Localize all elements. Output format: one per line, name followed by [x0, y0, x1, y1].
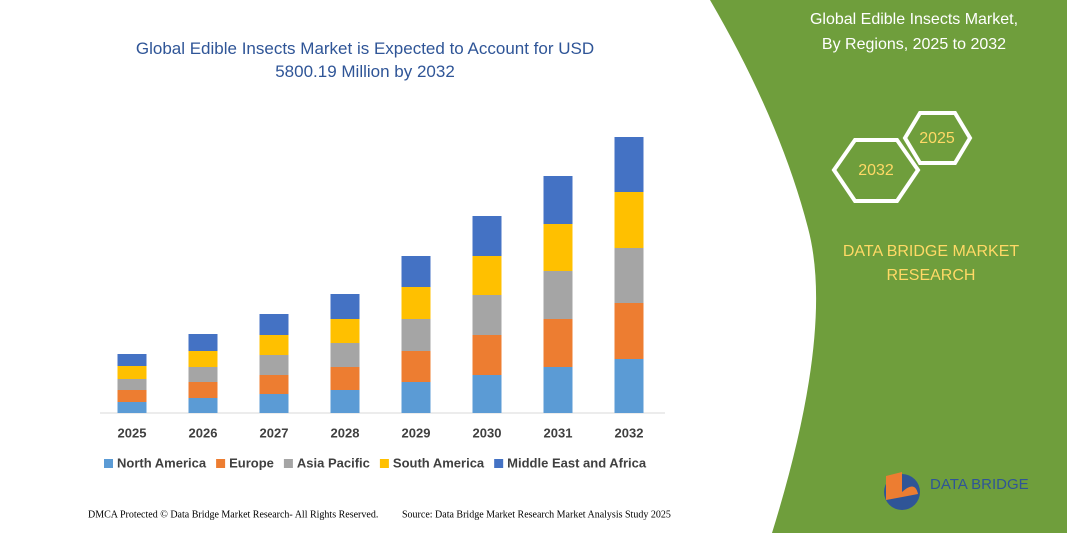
- brand-line: DATA BRIDGE MARKET: [843, 243, 1020, 260]
- bar-segment: [472, 295, 502, 335]
- bar-segment: [330, 367, 360, 390]
- bar-segment: [259, 355, 289, 375]
- hexagon-label: 2032: [858, 162, 894, 179]
- x-tick-label: 2026: [189, 425, 218, 440]
- bar-segment: [117, 379, 147, 390]
- legend-label: Asia Pacific: [297, 455, 370, 470]
- bar-segment: [614, 137, 644, 192]
- bar-segment: [117, 354, 147, 366]
- bar-segment: [330, 319, 360, 343]
- bar-segment: [259, 314, 289, 335]
- chart-title: Global Edible Insects Market is Expected…: [136, 39, 594, 81]
- bar-segment: [614, 192, 644, 248]
- hexagon: [831, 138, 921, 203]
- bar-segment: [188, 382, 218, 398]
- bar-segment: [117, 402, 147, 413]
- bar-segment: [614, 359, 644, 413]
- bar-segment: [259, 335, 289, 355]
- bar-segment: [401, 287, 431, 319]
- bar-segment: [401, 256, 431, 287]
- bar-segment: [188, 398, 218, 413]
- legend-swatch: [379, 459, 389, 468]
- bar-segment: [472, 256, 502, 295]
- legend-label: Middle East and Africa: [507, 455, 647, 470]
- legend-label: Europe: [229, 455, 274, 470]
- footer-left: DMCA Protected © Data Bridge Market Rese…: [88, 509, 378, 520]
- bar-segment: [401, 351, 431, 382]
- bar-segment: [188, 334, 218, 351]
- title-line: 5800.19 Million by 2032: [275, 62, 455, 81]
- bar-segment: [543, 271, 573, 319]
- bar-segment: [330, 390, 360, 413]
- brand: DATA BRIDGE MARKET RESEARCH: [843, 243, 1020, 284]
- bar-segment: [117, 390, 147, 402]
- bar-segment: [472, 375, 502, 413]
- x-tick-label: 2027: [260, 425, 289, 440]
- bar-segment: [330, 343, 360, 367]
- bar-segment: [614, 248, 644, 303]
- hexagon: [902, 111, 973, 165]
- bar-segment: [472, 335, 502, 375]
- bar-segment: [117, 366, 147, 379]
- bar-segment: [259, 375, 289, 394]
- hexagon-label: 2025: [919, 130, 955, 147]
- bar-segment: [401, 319, 431, 351]
- bar-segment: [401, 382, 431, 413]
- legend-label: North America: [117, 455, 207, 470]
- x-tick-label: 2028: [331, 425, 360, 440]
- bar-segment: [188, 351, 218, 367]
- panel-title-line: By Regions, 2025 to 2032: [822, 36, 1006, 53]
- legend-swatch: [104, 459, 113, 468]
- bar-segment: [614, 303, 644, 359]
- bar-segment: [543, 319, 573, 367]
- logo-icon: [886, 472, 918, 500]
- x-tick-label: 2030: [473, 425, 502, 440]
- panel-title: Global Edible Insects Market, By Regions,…: [810, 11, 1018, 53]
- bar-segment: [543, 176, 573, 224]
- green-panel: [710, 0, 1067, 533]
- bar-segment: [543, 224, 573, 271]
- bar-segment: [472, 216, 502, 256]
- bar-segment: [543, 367, 573, 413]
- panel-title-line: Global Edible Insects Market,: [810, 11, 1018, 28]
- bar-segment: [259, 394, 289, 413]
- legend-swatch: [283, 459, 293, 468]
- legend-label: South America: [393, 455, 485, 470]
- legend-swatch: [494, 459, 504, 468]
- logo-text: DATA BRIDGE: [930, 476, 1029, 493]
- title-line: Global Edible Insects Market is Expected…: [136, 39, 594, 58]
- bar-segment: [188, 367, 218, 382]
- x-tick-label: 2032: [615, 425, 644, 440]
- bar-segment: [330, 294, 360, 319]
- legend-swatch: [216, 459, 226, 468]
- x-tick-label: 2029: [402, 425, 431, 440]
- x-tick-label: 2025: [118, 425, 147, 440]
- brand-line: RESEARCH: [887, 267, 976, 284]
- x-tick-label: 2031: [544, 425, 573, 440]
- footer-right: Source: Data Bridge Market Research Mark…: [402, 509, 671, 520]
